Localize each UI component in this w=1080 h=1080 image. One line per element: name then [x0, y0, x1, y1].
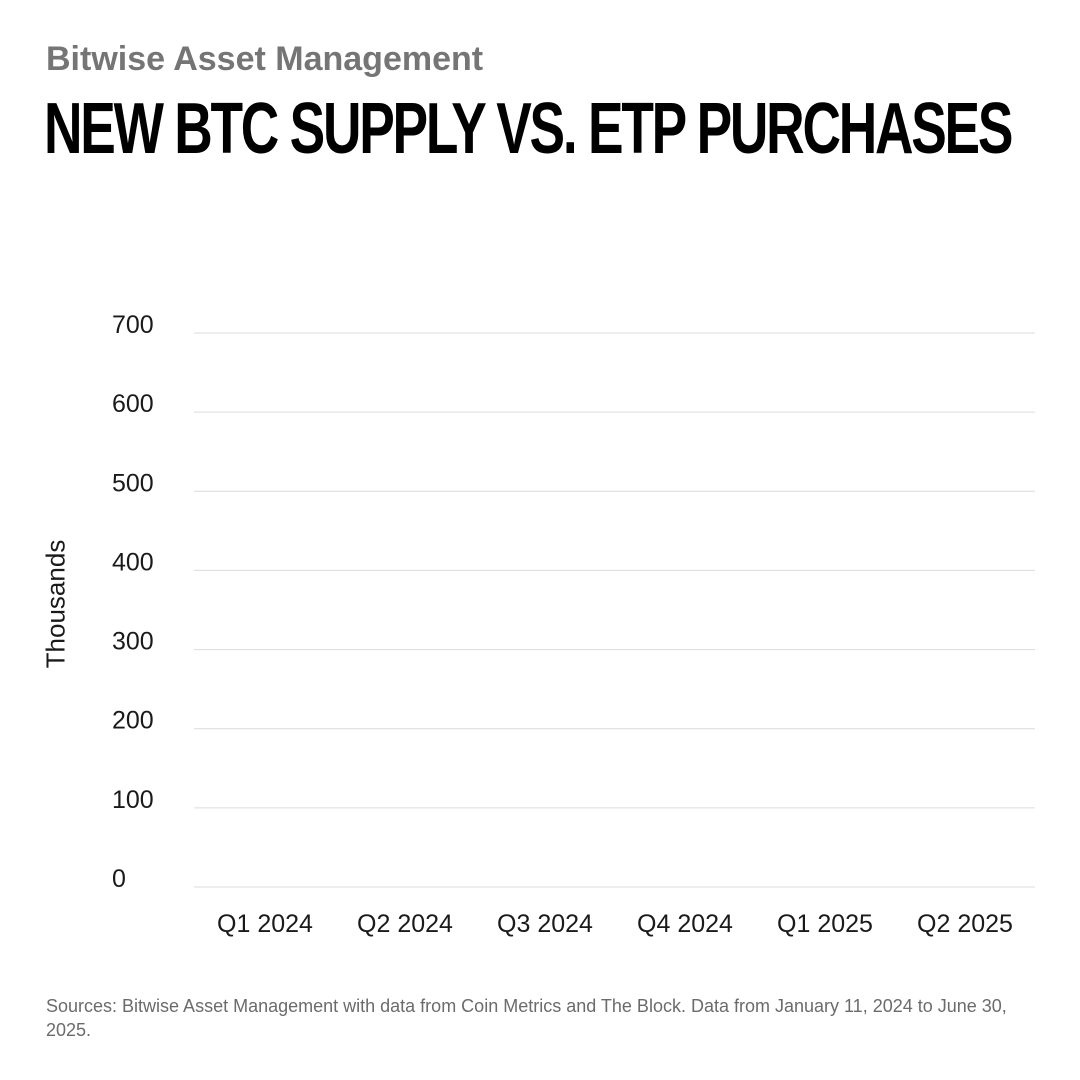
- chart-title: NEW BTC SUPPLY VS. ETP PURCHASES: [44, 89, 1013, 169]
- gridlines: [194, 332, 1035, 888]
- source-note: Sources: Bitwise Asset Management with d…: [46, 996, 1007, 1040]
- y-tick-label: 600: [112, 390, 154, 418]
- brand-name: Bitwise Asset Management: [46, 40, 484, 78]
- y-tick-label: 300: [112, 628, 154, 656]
- y-tick-label: 400: [112, 548, 154, 576]
- x-tick-label: Q3 2024: [497, 910, 593, 938]
- x-tick-label: Q2 2024: [357, 910, 453, 938]
- y-tick-label: 0: [112, 865, 126, 893]
- x-tick-label: Q1 2025: [777, 910, 873, 938]
- y-tick-labels: 0 100 200 300 400 500 600 700: [112, 311, 154, 893]
- y-tick-label: 200: [112, 707, 154, 735]
- y-tick-label: 500: [112, 469, 154, 497]
- x-tick-label: Q2 2025: [917, 910, 1013, 938]
- x-tick-labels: Q1 2024 Q2 2024 Q3 2024 Q4 2024 Q1 2025 Q2 20…: [217, 910, 1013, 938]
- x-tick-label: Q4 2024: [637, 910, 733, 938]
- y-tick-label: 700: [112, 311, 154, 339]
- x-tick-label: Q1 2024: [217, 910, 313, 938]
- y-tick-label: 100: [112, 786, 154, 814]
